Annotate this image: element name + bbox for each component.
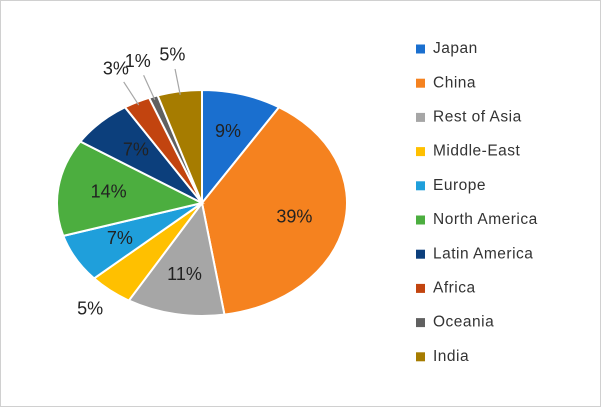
legend-label: Europe <box>433 177 486 194</box>
pie-slice <box>201 88 281 206</box>
pie-slice <box>127 200 226 317</box>
legend-label: Africa <box>433 279 476 296</box>
legend-label: North America <box>433 211 538 228</box>
legend-swatch <box>416 283 425 293</box>
legend-label: India <box>433 348 469 365</box>
data-label: 9% <box>215 121 241 141</box>
data-label: 5% <box>77 299 103 319</box>
data-label: 1% <box>125 51 151 71</box>
legend-swatch <box>416 181 425 191</box>
legend-swatch <box>416 249 425 259</box>
legend-swatch <box>416 78 425 88</box>
data-label: 11% <box>167 264 202 284</box>
legend-label: Japan <box>433 40 478 57</box>
pie-slice <box>200 106 348 316</box>
data-label: 7% <box>123 139 149 159</box>
leader-line <box>143 75 156 100</box>
legend-label: Middle-East <box>433 143 521 160</box>
pie-slice <box>56 140 205 238</box>
legend-swatch <box>416 147 425 157</box>
legend-label: Rest of Asia <box>433 108 522 125</box>
data-label: 3% <box>103 59 129 79</box>
data-label: 14% <box>91 182 127 202</box>
legend-label: China <box>433 74 476 91</box>
legend-swatch <box>416 215 425 225</box>
data-label: 7% <box>107 228 133 248</box>
legend-swatch <box>416 44 425 54</box>
data-label: 5% <box>159 44 185 64</box>
legend-label: Oceania <box>433 314 494 331</box>
data-label: 39% <box>276 206 312 226</box>
legend-swatch <box>416 352 425 362</box>
leader-line <box>174 68 181 95</box>
legend-swatch <box>416 318 425 328</box>
legend-label: Latin America <box>433 245 533 262</box>
legend-swatch <box>416 112 425 122</box>
leader-line <box>123 81 140 106</box>
